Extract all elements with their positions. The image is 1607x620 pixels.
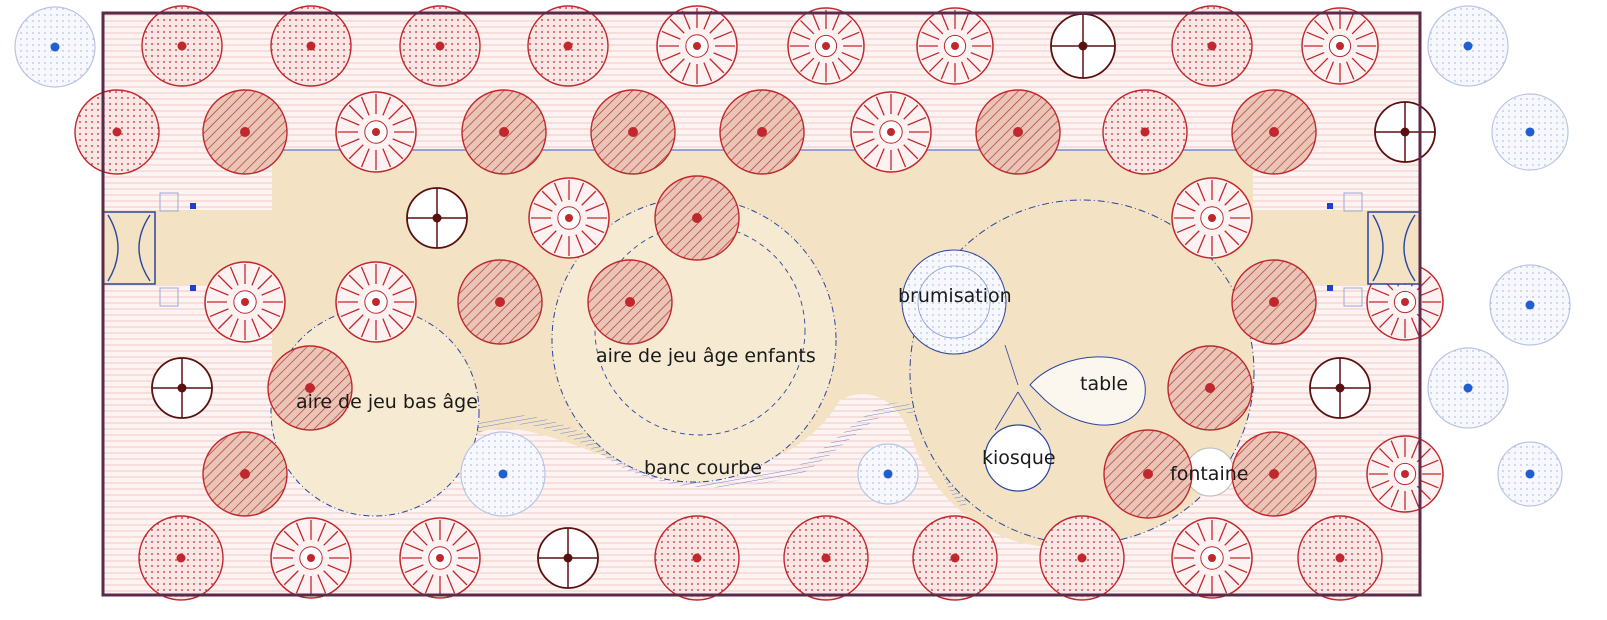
label-children-play: aire de jeu âge enfants (596, 345, 816, 367)
tree-cross-8 (1050, 13, 1116, 79)
tree-hatch-13 (202, 89, 288, 175)
misting-inner (917, 265, 991, 339)
trees-layer (14, 5, 1571, 601)
tree-spoke-55 (1171, 517, 1253, 599)
site-boundary (101, 11, 1422, 597)
tree-spoke-14 (335, 91, 417, 173)
label-table: table (1080, 373, 1128, 395)
tree-dot-56 (1297, 515, 1383, 601)
misting-basin (901, 249, 1007, 355)
tree-blue-23 (1491, 93, 1569, 171)
tree-dot-20 (1102, 89, 1188, 175)
tree-hatch-37 (1167, 345, 1253, 431)
tree-blue-46 (1497, 441, 1563, 507)
tree-dot-51 (654, 515, 740, 601)
tree-dot-4 (527, 5, 609, 87)
west-gate (102, 192, 196, 307)
tree-dot-3 (399, 5, 481, 87)
children-play-inner (594, 224, 806, 436)
label-toddler-play: aire de jeu bas âge (296, 391, 478, 413)
tree-spoke-6 (787, 7, 865, 85)
tree-hatch-32 (1231, 259, 1317, 345)
tree-hatch-19 (975, 89, 1061, 175)
kiosk-tip (994, 391, 1042, 431)
tree-spoke-7 (916, 7, 994, 85)
tree-cross-24 (406, 187, 468, 249)
tree-dot-47 (138, 515, 224, 601)
tree-blue-11 (1427, 5, 1509, 87)
tree-hatch-16 (590, 89, 676, 175)
label-misting: brumisation (898, 285, 1012, 307)
tree-hatch-26 (654, 175, 740, 261)
tree-blue-0 (14, 6, 96, 88)
tree-spoke-27 (1171, 177, 1253, 259)
tree-hatch-17 (719, 89, 805, 175)
tree-spoke-28 (204, 261, 286, 343)
tree-dot-53 (912, 515, 998, 601)
tree-hatch-44 (1231, 431, 1317, 517)
tree-blue-39 (1427, 347, 1509, 429)
tree-dot-2 (270, 5, 352, 87)
tree-spoke-10 (1301, 7, 1379, 85)
tree-hatch-43 (1103, 429, 1193, 519)
tree-blue-41 (460, 431, 546, 517)
kiosk-outline (984, 424, 1052, 492)
tree-cross-36 (151, 357, 213, 419)
tree-spoke-29 (335, 261, 417, 343)
tree-spoke-18 (850, 91, 932, 173)
label-curved-bench: banc courbe (644, 457, 762, 479)
tree-spoke-45 (1366, 435, 1444, 513)
tree-cross-50 (537, 527, 599, 589)
tree-cross-22 (1374, 101, 1436, 163)
label-kiosk: kiosque (982, 447, 1056, 469)
tree-hatch-30 (457, 259, 543, 345)
tree-dot-54 (1039, 515, 1125, 601)
tree-spoke-48 (270, 517, 352, 599)
label-fountain: fontaine (1170, 463, 1248, 485)
tree-cross-38 (1309, 357, 1371, 419)
tree-dot-1 (141, 5, 223, 87)
tree-hatch-40 (202, 431, 288, 517)
tree-hatch-15 (461, 89, 547, 175)
tree-hatch-31 (587, 259, 673, 345)
tree-dot-9 (1171, 5, 1253, 87)
tree-blue-42 (857, 443, 919, 505)
tree-spoke-25 (528, 177, 610, 259)
tree-hatch-35 (267, 345, 353, 431)
misting-link (1004, 344, 1019, 386)
tree-dot-52 (783, 515, 869, 601)
east-gate (1327, 192, 1421, 307)
tree-spoke-49 (399, 517, 481, 599)
tree-dot-12 (74, 89, 160, 175)
tree-spoke-5 (656, 5, 738, 87)
tree-blue-34 (1489, 264, 1571, 346)
table-outline (1029, 356, 1146, 426)
tree-hatch-21 (1231, 89, 1317, 175)
